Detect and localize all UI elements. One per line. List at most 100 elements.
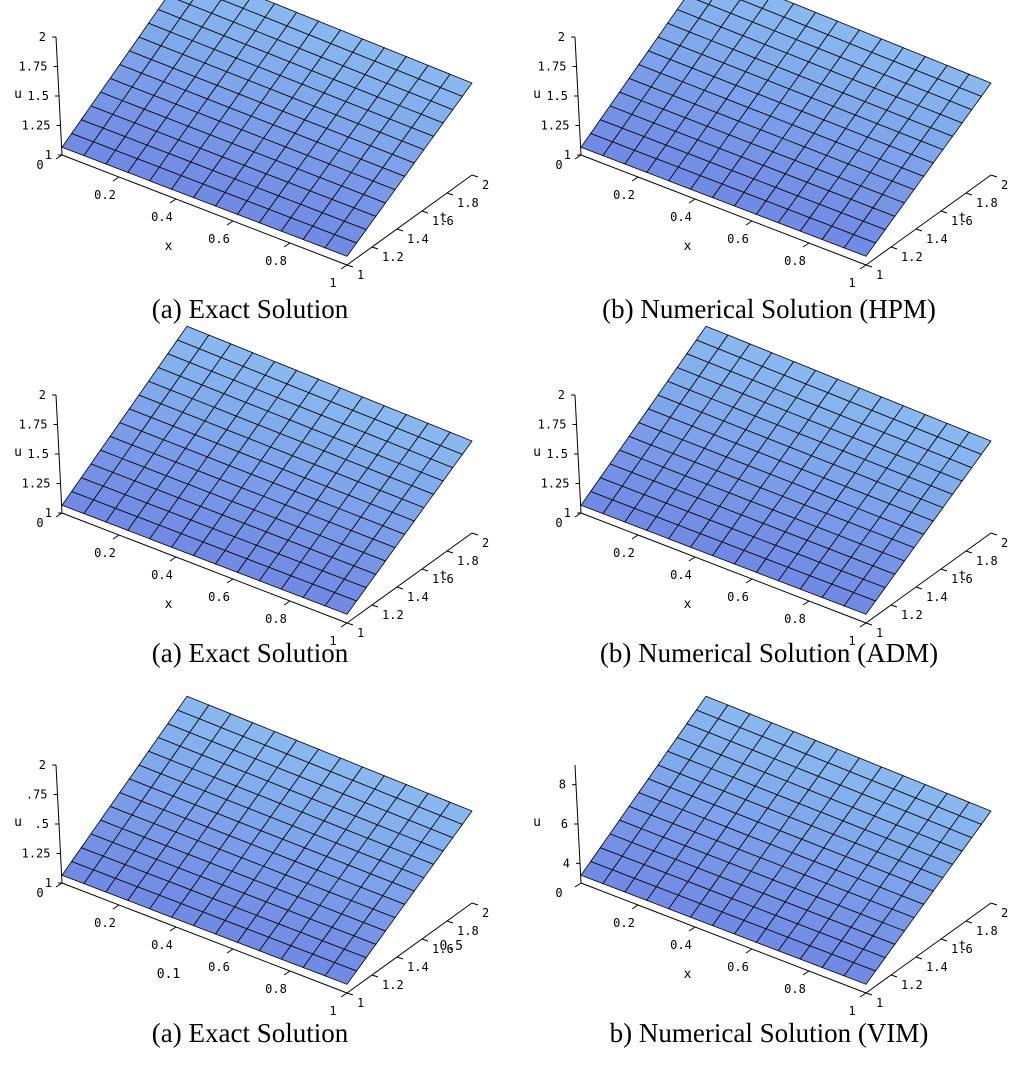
x-tick-label: 0.8 (784, 254, 806, 268)
x-tick-mark (631, 904, 639, 910)
t-ticks: 1 1.21.41.61.82 (346, 532, 489, 640)
t-tick-label: 1.6 (432, 214, 454, 228)
x-tick-mark (631, 534, 639, 540)
x-tick-mark (226, 220, 234, 226)
surface-mesh (580, 0, 992, 257)
x-axis-line (61, 512, 348, 624)
t-tick-mark (346, 622, 354, 626)
u-axis-label: u (533, 87, 541, 102)
t-ticks: 1 1.21.41.61.82 (346, 902, 489, 1010)
chart-panel-adm: 0 0.2 0.4 0.6 0.8 1 x 1 1.2 1.4 1.6 1.8 2 t 1 1.25 1.5 1.… (519, 325, 1019, 698)
x-tick-label: 0.6 (727, 960, 749, 974)
x-tick-label: 1 (329, 276, 336, 290)
t-tick-mark (346, 992, 354, 996)
u-tick-label: 2 (39, 30, 46, 44)
t-tick-mark (890, 246, 898, 250)
t-axis-label: t (959, 569, 967, 584)
t-tick-mark (346, 264, 354, 268)
t-tick-mark (446, 550, 454, 554)
u-tick-label: 1.25 (22, 847, 51, 861)
t-tick-label: 2 (482, 906, 489, 920)
t-tick-mark (915, 956, 923, 960)
t-axis-label: t (959, 939, 967, 954)
x-tick-label: 0 (36, 158, 43, 172)
x-tick-mark (688, 926, 696, 932)
x-tick-label: 0.8 (265, 254, 287, 268)
surface-plot: 00.20.40.60.810.111.21.41.61.820.511.25.… (14, 695, 489, 1018)
x-axis-line (61, 882, 348, 994)
u-axis-label: u (533, 445, 541, 460)
surface-mesh (61, 0, 473, 257)
x-tick-mark (859, 992, 867, 998)
surface-plot: 0 0.2 0.4 0.6 0.8 1 x 1 1.21.41.61.82 t 4 6 8 u (533, 695, 1008, 1018)
u-tick-label: 1.5 (546, 89, 568, 103)
x-tick-mark (340, 992, 348, 998)
x-tick-label: 1 (848, 276, 855, 290)
t-ticks: 1 1.21.41.61.82 (865, 174, 1008, 282)
t-tick-label: 2 (1001, 906, 1008, 920)
u-tick-label: 1.25 (22, 477, 51, 491)
x-tick-label: 0.4 (670, 938, 692, 952)
t-tick-label: 1.8 (976, 924, 998, 938)
x-tick-label: 1 (848, 1004, 855, 1018)
t-tick-mark (990, 174, 998, 178)
chart-panel-exact-2: 0 0.2 0.4 0.6 0.8 1 x 1 1.2 1.4 1.6 1.8 2 t 1 1.25 1.5 1.… (0, 325, 500, 698)
x-tick-label: 1 (329, 634, 336, 648)
t-tick-mark (940, 210, 948, 214)
t-tick-label: 1.2 (382, 250, 404, 264)
x-tick-mark (574, 154, 582, 160)
u-tick-label: 2 (39, 758, 46, 772)
t-ticks: 1 1.21.41.61.82 (346, 174, 489, 282)
t-tick-mark (990, 902, 998, 906)
x-tick-label: 0.4 (151, 938, 173, 952)
x-axis-line (61, 154, 348, 266)
t-tick-label: 1.8 (976, 196, 998, 210)
x-tick-mark (55, 154, 63, 160)
x-tick-mark (226, 578, 234, 584)
x-tick-label: 0.8 (265, 982, 287, 996)
u-axis-label: u (533, 815, 541, 830)
u-axis-label: u (14, 87, 22, 102)
x-tick-mark (688, 556, 696, 562)
x-tick-label: 0.6 (208, 232, 230, 246)
t-tick-mark (421, 210, 429, 214)
x-tick-label: 0.8 (784, 612, 806, 626)
x-ticks: 0 0.2 0.4 0.6 0.8 1 (36, 512, 348, 648)
x-tick-mark (631, 176, 639, 182)
t-tick-label: 1.2 (901, 978, 923, 992)
u-ticks: 1 1.25 1.5 1.75 2 (19, 388, 62, 520)
x-tick-mark (55, 512, 63, 518)
x-tick-label: 0.6 (727, 232, 749, 246)
t-tick-label: 1.4 (926, 590, 948, 604)
x-axis-label: 0.1 (157, 967, 180, 982)
t-tick-label: 2 (1001, 536, 1008, 550)
t-tick-mark (371, 246, 379, 250)
x-tick-mark (340, 622, 348, 628)
t-tick-mark (371, 974, 379, 978)
u-tick-label: 4 (563, 856, 570, 870)
x-tick-mark (688, 198, 696, 204)
u-tick-label: 1 (45, 876, 52, 890)
x-tick-label: 0.6 (208, 960, 230, 974)
u-ticks: 1 1.25 1.5 1.75 2 (538, 388, 581, 520)
t-tick-mark (965, 192, 973, 196)
x-tick-label: 0 (555, 516, 562, 530)
x-tick-label: 0 (555, 886, 562, 900)
chart-panel-vim: 0 0.2 0.4 0.6 0.8 1 x 1 1.2 1.4 1.6 1.8 2 t 4 6 8 u b) Nu… (519, 695, 1019, 1068)
t-tick-mark (371, 604, 379, 608)
t-tick-label: 1 (357, 268, 364, 282)
t-tick-label: 1.6 (951, 214, 973, 228)
x-tick-label: 0.2 (613, 546, 635, 560)
t-tick-label: 1 (876, 626, 883, 640)
t-tick-mark (396, 586, 404, 590)
x-tick-label: 0.2 (94, 916, 116, 930)
chart-caption: (b) Numerical Solution (ADM) (599, 638, 939, 668)
u-tick-label: 1.75 (19, 60, 48, 74)
chart-caption: (b) Numerical Solution (HPM) (602, 294, 936, 324)
t-tick-label: 1.8 (976, 554, 998, 568)
x-ticks: 0 0.2 0.4 0.6 0.8 1 (555, 154, 867, 290)
x-tick-mark (169, 556, 177, 562)
x-tick-mark (859, 622, 867, 628)
x-tick-mark (745, 948, 753, 954)
t-tick-label: 1.8 (457, 196, 479, 210)
